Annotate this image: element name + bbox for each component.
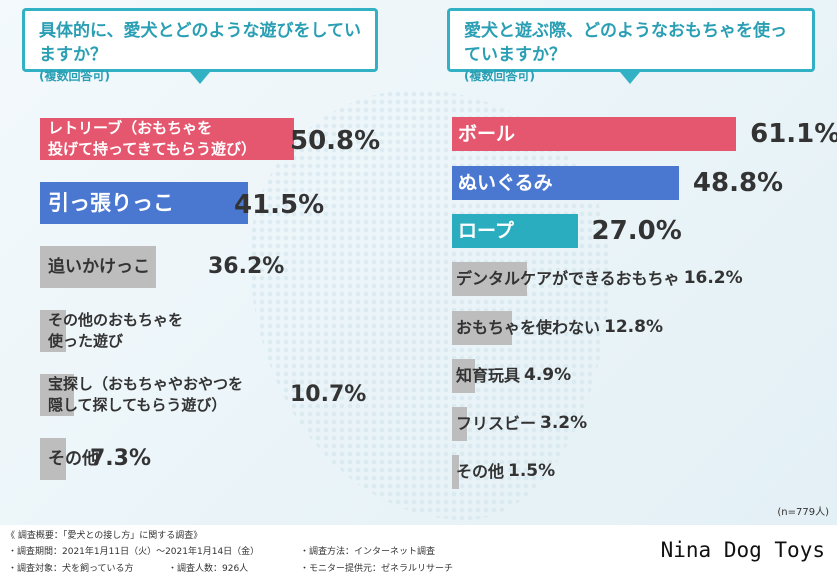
left-bar-label: その他 xyxy=(48,449,99,469)
right-value-label: 48.8% xyxy=(692,168,784,198)
right-question-title: 愛犬と遊ぶ際、どのようなおもちゃを使っていますか？ xyxy=(464,21,787,65)
left-bar xyxy=(40,246,156,288)
survey-target: ・調査対象：犬を飼っている方 xyxy=(8,564,134,574)
right-value-label: 1.5% xyxy=(508,461,556,481)
right-bar xyxy=(452,262,528,296)
sample-size-note: (n=779人) xyxy=(777,507,829,518)
left-question-box: 具体的に、愛犬とどのような遊びをしていますか？ (複数回答可) xyxy=(22,8,378,83)
left-bar-label: その他のおもちゃを 使った遊び xyxy=(48,311,184,350)
right-value-label: 16.2% xyxy=(683,268,743,288)
right-value-label: 4.9% xyxy=(524,365,572,385)
right-bar-label: ボール xyxy=(458,123,516,145)
left-bar-label: 宝探し（おもちゃやおやつを 隠して探してもらう遊び） xyxy=(48,375,244,414)
right-bar-label: フリスビー xyxy=(456,414,537,433)
right-bar xyxy=(452,214,578,248)
left-bar-label: 追いかけっこ xyxy=(48,257,150,277)
left-bar-label: 引っ張りっこ xyxy=(48,191,174,215)
left-bar xyxy=(40,310,66,352)
right-bar-label: 知育玩具 xyxy=(456,366,521,385)
left-bar xyxy=(40,374,75,416)
left-question-pointer xyxy=(190,72,210,84)
left-bar xyxy=(40,438,66,480)
right-bar xyxy=(452,455,459,489)
survey-method: ・調査方法：インターネット調査 xyxy=(300,547,436,557)
right-value-label: 12.8% xyxy=(604,317,663,337)
left-value-label: 50.8% xyxy=(290,126,381,156)
right-value-label: 3.2% xyxy=(540,413,588,433)
right-bar xyxy=(452,311,512,345)
survey-provider: ・モニター提供元：ゼネラルリサーチ xyxy=(300,564,454,574)
left-bar xyxy=(40,182,248,224)
survey-period: ・調査期間：2021年1月11日（火）〜2021年1月14日（金） xyxy=(8,547,260,557)
survey-count: ・調査人数：926人 xyxy=(168,564,249,574)
right-bar-label: おもちゃを使わない xyxy=(456,318,601,337)
right-question-subtitle: (複数回答可) xyxy=(464,69,535,83)
right-bar xyxy=(452,359,475,393)
left-value-label: 10.7% xyxy=(290,382,367,407)
right-bar-label: ロープ xyxy=(458,220,514,242)
left-question-title: 具体的に、愛犬とどのような遊びをしていますか？ xyxy=(39,21,361,65)
left-value-label: 41.5% xyxy=(234,190,325,220)
right-bar-label: デンタルケアができるおもちゃ xyxy=(456,269,680,288)
right-question-box: 愛犬と遊ぶ際、どのようなおもちゃを使っていますか？ (複数回答可) xyxy=(447,8,815,83)
right-bar xyxy=(452,407,467,441)
left-bar xyxy=(40,118,294,160)
left-bar-label: レトリーブ（おもちゃを 投げて持ってきてもらう遊び） xyxy=(48,119,257,158)
right-bar-label: ぬいぐるみ xyxy=(458,172,553,194)
left-question-subtitle: (複数回答可) xyxy=(39,69,110,83)
right-value-label: 61.1% xyxy=(750,119,837,149)
left-value-label: 7.3% xyxy=(90,446,152,471)
right-bar-label: その他 xyxy=(456,462,505,481)
brand-logo-text: Nina Dog Toys xyxy=(660,538,825,562)
survey-heading: 《 調査概要：「愛犬との接し方」に関する調査》 xyxy=(6,531,203,541)
right-bar xyxy=(452,166,679,200)
right-question-pointer xyxy=(620,72,640,84)
survey-footer: 《 調査概要：「愛犬との接し方」に関する調査》 ・調査期間：2021年1月11日… xyxy=(0,525,837,577)
right-bar xyxy=(452,117,737,151)
left-value-label: 36.2% xyxy=(208,254,285,279)
right-value-label: 27.0% xyxy=(591,216,682,246)
